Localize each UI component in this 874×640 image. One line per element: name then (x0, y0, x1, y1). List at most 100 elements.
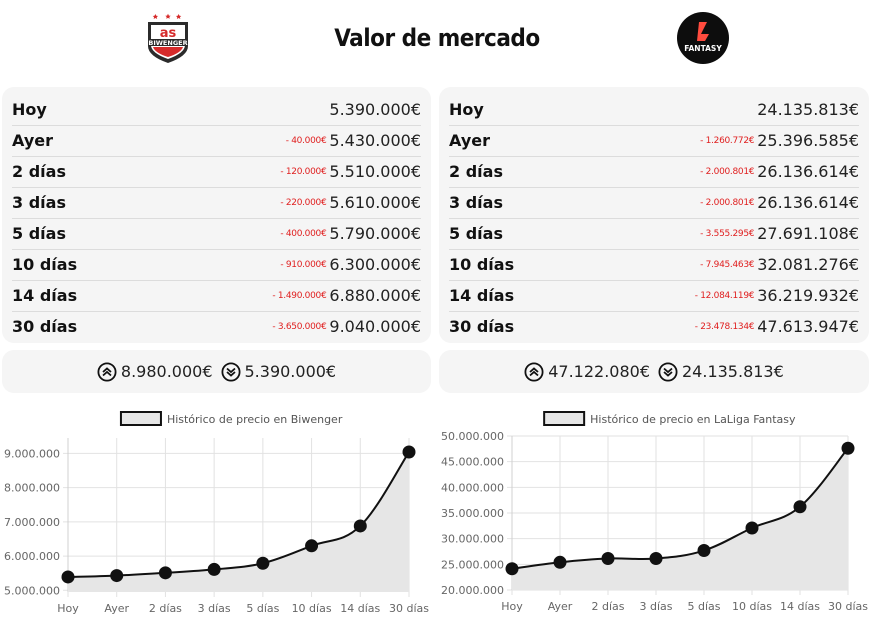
x-tick-label: 10 días (292, 602, 332, 615)
row-label: Hoy (449, 100, 484, 119)
price-row: 10 días - 7.945.463€ 32.081.276€ (449, 249, 859, 281)
row-diff: - 910.000€ (280, 259, 327, 270)
row-diff: - 120.000€ (280, 166, 327, 177)
price-row: 10 días - 910.000€ 6.300.000€ (12, 249, 421, 281)
y-tick-label: 35.000.000 (441, 507, 504, 520)
data-point[interactable] (601, 551, 615, 565)
biwenger-min-value: 5.390.000€ (244, 362, 337, 381)
x-tick-label: 30 días (389, 602, 429, 615)
x-tick-label: 5 días (687, 600, 720, 613)
fantasy-max-value: 47.122.080€ (548, 362, 650, 381)
row-label: 10 días (12, 255, 78, 274)
price-row: 2 días - 120.000€ 5.510.000€ (12, 156, 421, 188)
header: as BIWENGER Valor de mercado FANTASY (0, 0, 874, 82)
x-tick-label: 5 días (246, 602, 279, 615)
price-row: Hoy 24.135.813€ (449, 94, 859, 126)
x-tick-label: 2 días (149, 602, 182, 615)
legend-swatch[interactable] (119, 411, 162, 426)
x-tick-label: 3 días (198, 602, 231, 615)
data-point[interactable] (110, 569, 124, 583)
data-point[interactable] (745, 521, 759, 535)
legend-swatch[interactable] (543, 411, 586, 426)
x-tick-label: 10 días (732, 600, 772, 613)
y-tick-label: 50.000.000 (441, 430, 504, 443)
data-point[interactable] (207, 562, 221, 576)
row-diff: - 7.945.463€ (700, 259, 755, 270)
price-row: 5 días - 400.000€ 5.790.000€ (12, 218, 421, 250)
price-row: 30 días - 3.650.000€ 9.040.000€ (12, 311, 421, 342)
data-point[interactable] (256, 556, 270, 570)
data-point[interactable] (61, 570, 75, 584)
price-row: 3 días - 220.000€ 5.610.000€ (12, 187, 421, 219)
price-area (68, 452, 409, 592)
svg-text:FANTASY: FANTASY (684, 44, 722, 53)
data-point[interactable] (697, 544, 711, 558)
row-value: 5.610.000€ (329, 193, 421, 212)
row-value: 24.135.813€ (757, 100, 859, 119)
legend-label[interactable]: Histórico de precio en Biwenger (167, 413, 343, 426)
row-diff: - 3.650.000€ (272, 321, 327, 332)
price-row: 30 días - 23.478.134€ 47.613.947€ (449, 311, 859, 342)
row-diff: - 2.000.801€ (700, 166, 755, 177)
biwenger-logo: as BIWENGER (148, 13, 188, 63)
row-label: 10 días (449, 255, 515, 274)
row-label: 30 días (12, 317, 78, 336)
y-tick-label: 6.000.000 (4, 550, 60, 563)
data-point[interactable] (649, 551, 663, 565)
y-tick-label: 40.000.000 (441, 481, 504, 494)
biwenger-price-chart: 9.000.000 8.000.000 7.000.000 6.000.000 5.00… (0, 404, 437, 640)
row-label: Hoy (12, 100, 47, 119)
row-diff: - 2.000.801€ (700, 197, 755, 208)
row-label: 14 días (12, 286, 78, 305)
y-tick-label: 30.000.000 (441, 533, 504, 546)
y-tick-label: 8.000.000 (4, 482, 60, 495)
data-point[interactable] (793, 500, 807, 514)
price-row: 5 días - 3.555.295€ 27.691.108€ (449, 218, 859, 250)
data-point[interactable] (158, 566, 172, 580)
x-tick-label: 30 días (828, 600, 868, 613)
row-label: 3 días (12, 193, 66, 212)
x-tick-label: 2 días (591, 600, 624, 613)
biwenger-chart-svg: 9.000.000 8.000.000 7.000.000 6.000.000 5.00… (4, 411, 429, 615)
x-tick-label: 14 días (780, 600, 820, 613)
row-label: 5 días (12, 224, 66, 243)
row-label: 3 días (449, 193, 503, 212)
x-tick-label: Hoy (57, 602, 79, 615)
data-point[interactable] (505, 562, 519, 576)
row-value: 9.040.000€ (329, 317, 421, 336)
price-row: Hoy 5.390.000€ (12, 94, 421, 126)
price-row: 3 días - 2.000.801€ 26.136.614€ (449, 187, 859, 219)
row-label: 2 días (12, 162, 66, 181)
row-value: 32.081.276€ (757, 255, 859, 274)
biwenger-max-value: 8.980.000€ (120, 362, 213, 381)
row-label: Ayer (12, 131, 53, 150)
page-title: Valor de mercado (334, 24, 540, 52)
price-row: Ayer - 1.260.772€ 25.396.585€ (449, 125, 859, 157)
row-diff: - 400.000€ (280, 228, 327, 239)
row-diff: - 3.555.295€ (700, 228, 755, 239)
row-label: 30 días (449, 317, 515, 336)
price-row: Ayer - 40.000€ 5.430.000€ (12, 125, 421, 157)
x-tick-label: Ayer (548, 600, 573, 613)
min-arrow-down-icon (220, 361, 241, 382)
biwenger-minmax-card: 8.980.000€ 5.390.000€ (2, 350, 431, 393)
data-point[interactable] (402, 445, 416, 459)
min-arrow-down-icon (658, 361, 678, 382)
data-point[interactable] (553, 555, 567, 569)
fantasy-price-table: Hoy 24.135.813€ Ayer - 1.260.772€ 25.396.585… (439, 87, 869, 343)
fantasy-min: 24.135.813€ (658, 361, 784, 382)
fantasy-max: 47.122.080€ (524, 361, 650, 382)
biwenger-price-table: Hoy 5.390.000€ Ayer - 40.000€ 5.430.000€ 2 dí… (2, 87, 431, 343)
row-value: 27.691.108€ (757, 224, 859, 243)
svg-text:BIWENGER: BIWENGER (148, 39, 187, 47)
row-value: 6.300.000€ (329, 255, 421, 274)
data-point[interactable] (841, 441, 855, 455)
row-label: Ayer (449, 131, 490, 150)
x-tick-label: 14 días (340, 602, 380, 615)
y-tick-label: 7.000.000 (4, 516, 60, 529)
fantasy-min-value: 24.135.813€ (682, 362, 784, 381)
data-point[interactable] (305, 539, 319, 553)
legend-label[interactable]: Histórico de precio en LaLiga Fantasy (590, 413, 796, 426)
price-row: 2 días - 2.000.801€ 26.136.614€ (449, 156, 859, 188)
data-point[interactable] (353, 519, 367, 533)
